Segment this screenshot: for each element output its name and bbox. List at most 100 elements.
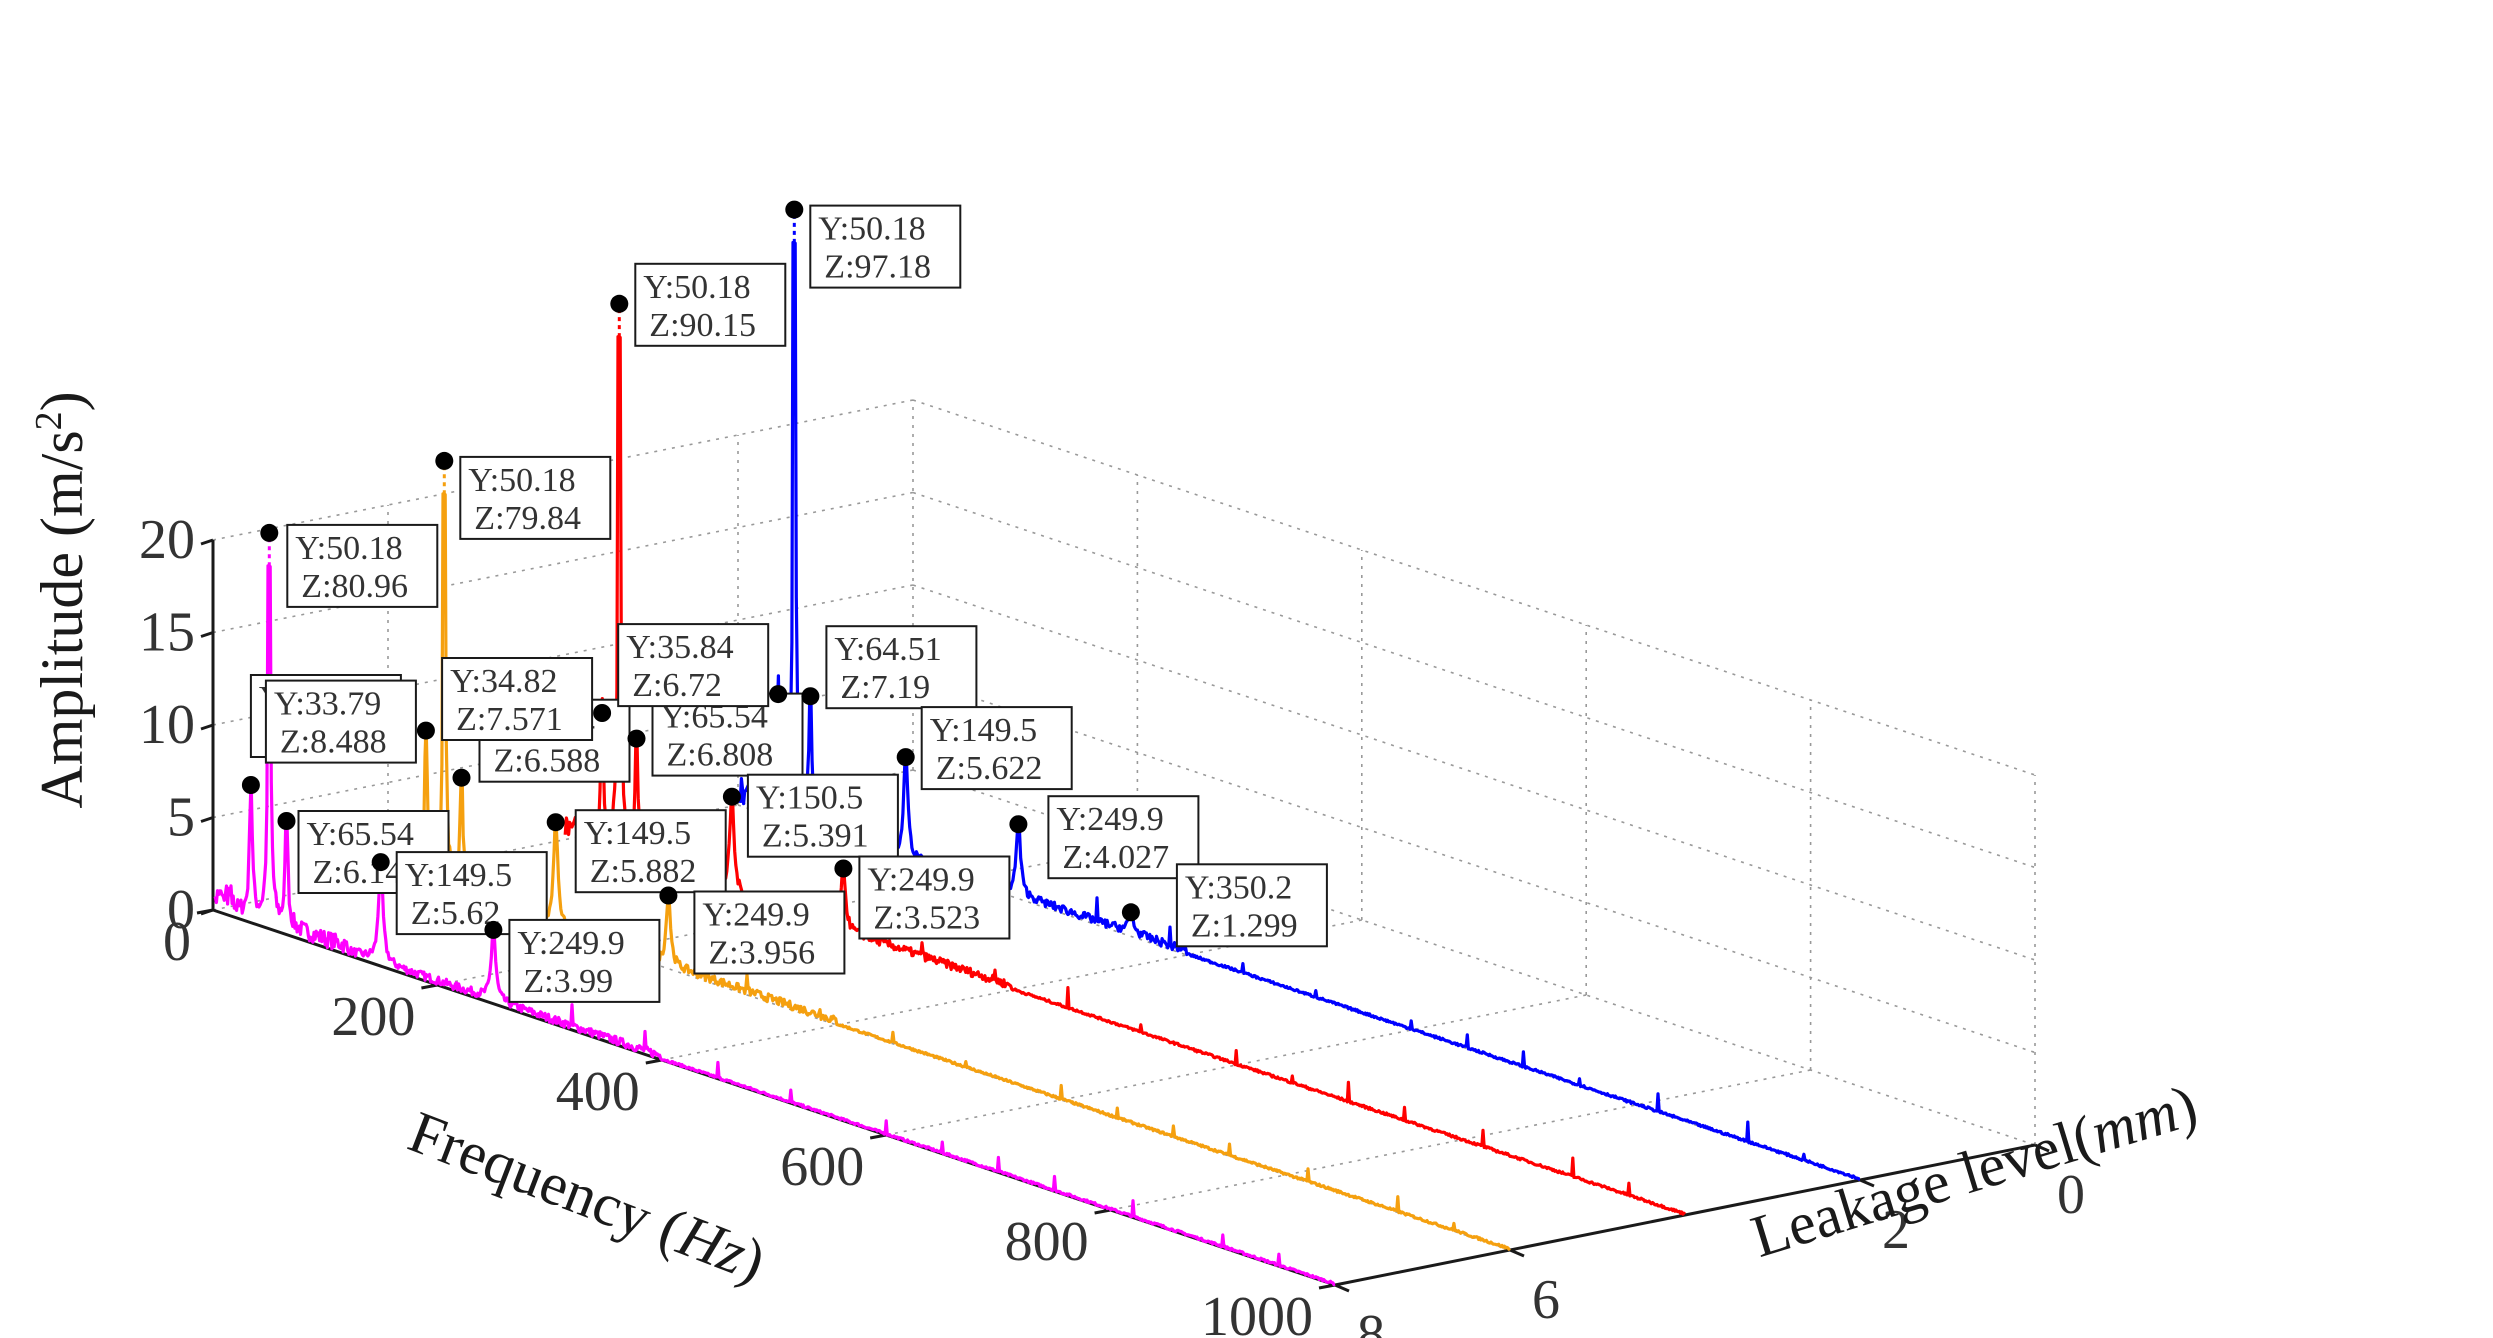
datatip-label-y: Y:50.18: [468, 462, 575, 499]
datatip-marker[interactable]: [1009, 815, 1028, 834]
z-tick-mark-2: [200, 723, 214, 731]
datatip-label-y: Y:149.5: [584, 815, 691, 852]
datatip-6mm-4[interactable]: Y:249.9Z:3.956: [659, 886, 846, 975]
datatip-8mm-4[interactable]: Y:249.9Z:3.99: [484, 918, 661, 1003]
datatip-label-y: Y:64.51: [834, 631, 941, 668]
grid-freq-floor-4: [1110, 1069, 1811, 1211]
datatip-label-z: Z:6.808: [667, 737, 774, 774]
datatip-label-z: Z:1.299: [1191, 907, 1298, 944]
y-tick-label-1: 2: [1882, 1199, 1910, 1261]
datatip-label-z: Z:5.882: [590, 853, 697, 890]
datatip-marker[interactable]: [801, 687, 820, 706]
datatip-label-y: Y:249.9: [517, 925, 624, 962]
datatip-box: [809, 204, 962, 289]
datatip-label-y: Y:35.84: [626, 629, 733, 666]
datatip-label-y: Y:350.2: [1185, 869, 1292, 906]
x-tick-label-5: 1000: [1201, 1286, 1313, 1338]
datatip-marker[interactable]: [546, 813, 565, 832]
datatip-label-z: Z:3.99: [523, 963, 613, 1000]
datatip-4mm-4[interactable]: Y:249.9Z:3.523: [834, 855, 1011, 940]
datatip-marker[interactable]: [593, 704, 612, 722]
datatip-4mm-1[interactable]: Y:34.82Z:7.571: [441, 657, 612, 741]
datatip-label-y: Y:50.18: [295, 530, 402, 567]
datatip-marker[interactable]: [1121, 903, 1140, 922]
datatip-marker[interactable]: [260, 523, 279, 542]
datatip-marker[interactable]: [785, 200, 804, 219]
datatip-marker[interactable]: [277, 812, 296, 830]
datatip-box: [508, 918, 661, 1003]
datatip-label-y: Y:249.9: [867, 862, 974, 899]
x-tick-mark-0: [196, 908, 214, 915]
z-tick-label-3: 15: [139, 602, 195, 664]
datatip-box: [286, 523, 439, 608]
datatip-label-y: Y:249.9: [702, 897, 809, 934]
datatip-label-y: Y:50.18: [643, 269, 750, 306]
datatip-label-y: Y:150.5: [756, 780, 863, 817]
y-tick-label-0: 0: [2057, 1164, 2085, 1226]
datatip-marker[interactable]: [452, 768, 471, 787]
datatip-box: [858, 855, 1011, 940]
datatip-8mm-0[interactable]: Y:50.18Z:80.96: [260, 523, 439, 608]
y-tick-mark-2: [1509, 1248, 1525, 1258]
datatip-label-y: Y:50.18: [818, 211, 925, 248]
datatip-label-y: Y:249.9: [1056, 801, 1163, 838]
datatip-6mm-3[interactable]: Y:149.5Z:5.882: [546, 809, 727, 894]
datatip-marker[interactable]: [722, 787, 741, 806]
datatip-box: [920, 706, 1073, 791]
datatip-marker[interactable]: [610, 294, 629, 313]
datatip-marker[interactable]: [659, 886, 678, 905]
y-axis-title-unit: mm: [2083, 1078, 2185, 1166]
datatip-label-z: Z:90.15: [649, 307, 756, 344]
datatip-marker[interactable]: [769, 685, 788, 704]
datatip-6mm-0[interactable]: Y:50.18Z:79.84: [435, 451, 612, 540]
datatip-box: [634, 262, 787, 347]
datatip-2mm-3[interactable]: Y:149.5Z:5.622: [896, 706, 1073, 791]
datatip-label-z: Z:6.588: [494, 743, 601, 780]
datatip-box: [395, 851, 548, 936]
x-axis-title: Frequency (Hz): [400, 1098, 774, 1294]
datatip-4mm-0[interactable]: Y:50.18Z:90.15: [610, 262, 787, 347]
datatip-6mm-1[interactable]: Y:33.79Z:8.488: [264, 679, 435, 764]
datatip-marker[interactable]: [627, 729, 646, 748]
datatip-2mm-1[interactable]: Y:35.84Z:6.72: [617, 623, 788, 708]
datatip-2mm-0[interactable]: Y:50.18Z:97.18: [785, 200, 962, 289]
y-tick-label-2: 6: [1532, 1269, 1560, 1331]
z-tick-label-4: 20: [139, 509, 195, 571]
grid-freq-floor-3: [886, 994, 1587, 1136]
y-tick-label-3: 8: [1357, 1304, 1385, 1338]
datatip-2mm-4[interactable]: Y:249.9Z:4.027: [1009, 795, 1200, 880]
datatip-marker[interactable]: [834, 859, 853, 878]
datatip-marker[interactable]: [371, 853, 390, 872]
x-tick-label-2: 400: [556, 1061, 640, 1123]
datatip-4mm-3[interactable]: Y:150.5Z:5.391: [722, 773, 899, 858]
datatip-marker[interactable]: [241, 776, 260, 794]
datatip-marker[interactable]: [484, 920, 503, 939]
datatip-marker[interactable]: [896, 748, 915, 767]
z-axis-title-main: Amplitude (m/s: [29, 430, 95, 808]
datatip-box: [459, 455, 612, 540]
z-tick-label-1: 5: [167, 787, 195, 849]
datatip-box: [693, 890, 846, 975]
x-tick-label-1: 200: [331, 986, 415, 1048]
datatip-label-y: Y:34.82: [450, 663, 557, 700]
datatip-2mm-2[interactable]: Y:64.51Z:7.19: [801, 625, 978, 710]
datatip-label-z: Z:4.027: [1062, 839, 1169, 876]
datatip-marker[interactable]: [416, 721, 435, 740]
datatip-label-y: Y:33.79: [274, 686, 381, 723]
datatip-2mm-5[interactable]: Y:350.2Z:1.299: [1121, 863, 1328, 948]
datatip-label-z: Z:3.523: [873, 900, 980, 937]
grid-z-right-2: [912, 584, 2036, 961]
datatip-marker[interactable]: [435, 451, 454, 470]
y-tick-mark-3: [1334, 1283, 1350, 1293]
datatip-label-z: Z:3.956: [708, 935, 815, 972]
x-tick-label-4: 800: [1005, 1211, 1089, 1273]
datatip-label-y: Y:65.54: [307, 816, 414, 853]
z-tick-mark-4: [200, 538, 214, 546]
datatip-box: [746, 773, 899, 858]
datatip-box: [1047, 795, 1200, 880]
z-axis-title-close: ): [29, 391, 95, 411]
series-line-8mm: [213, 564, 1336, 1287]
datatip-label-z: Z:6.72: [632, 667, 722, 704]
datatip-4mm-2[interactable]: Y:65.54Z:6.808: [627, 692, 804, 777]
z-tick-label-2: 10: [139, 694, 195, 756]
